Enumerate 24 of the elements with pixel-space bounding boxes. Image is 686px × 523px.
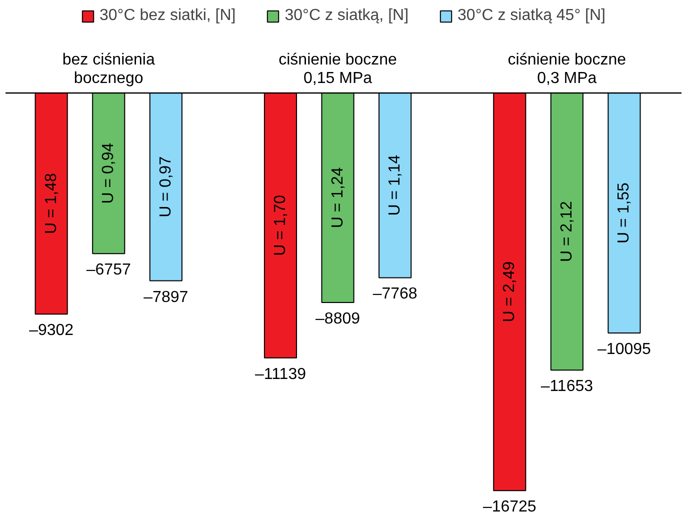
annotation: U = 1,14 <box>386 154 404 216</box>
annotation: U = 2,12 <box>558 200 576 262</box>
annotation: U = 1,55 <box>616 182 633 244</box>
annotation: U = 1,24 <box>329 167 346 228</box>
data-label: –8809 <box>316 310 360 328</box>
annotation: U = 0,97 <box>157 156 174 218</box>
data-label: –10095 <box>598 341 652 358</box>
data-label: –9302 <box>29 322 74 340</box>
legend-label: 30°C z siatką 45° [N] <box>458 7 606 25</box>
data-label: –11139 <box>254 366 306 383</box>
annotation: U = 1,70 <box>272 194 289 256</box>
x-tick-label: ciśnienie boczne 0,15 MPa <box>278 51 398 88</box>
annotation: U = 0,94 <box>100 142 118 204</box>
annotation: U = 1,48 <box>42 173 60 234</box>
legend-label: 30°C bez siatki, [N] <box>100 7 236 25</box>
legend-label: 30°C z siatką, [N] <box>284 7 409 25</box>
x-tick-label: ciśnienie boczne 0,3 MPa <box>508 51 626 88</box>
data-label: –7768 <box>372 286 418 303</box>
data-label: –7897 <box>144 288 188 306</box>
data-label: –6757 <box>86 262 131 279</box>
x-tick-label: bez ciśnienia bocznego <box>62 51 155 88</box>
data-label: –16725 <box>482 498 536 516</box>
data-label: –11653 <box>540 378 594 396</box>
annotation: U = 2,49 <box>501 261 518 322</box>
